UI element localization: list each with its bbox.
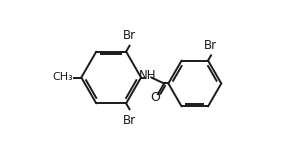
Text: CH₃: CH₃ (52, 73, 73, 82)
Text: Br: Br (123, 114, 136, 127)
Text: Br: Br (123, 29, 136, 42)
Text: NH: NH (139, 69, 156, 82)
Text: O: O (151, 91, 160, 104)
Text: Br: Br (203, 39, 217, 52)
